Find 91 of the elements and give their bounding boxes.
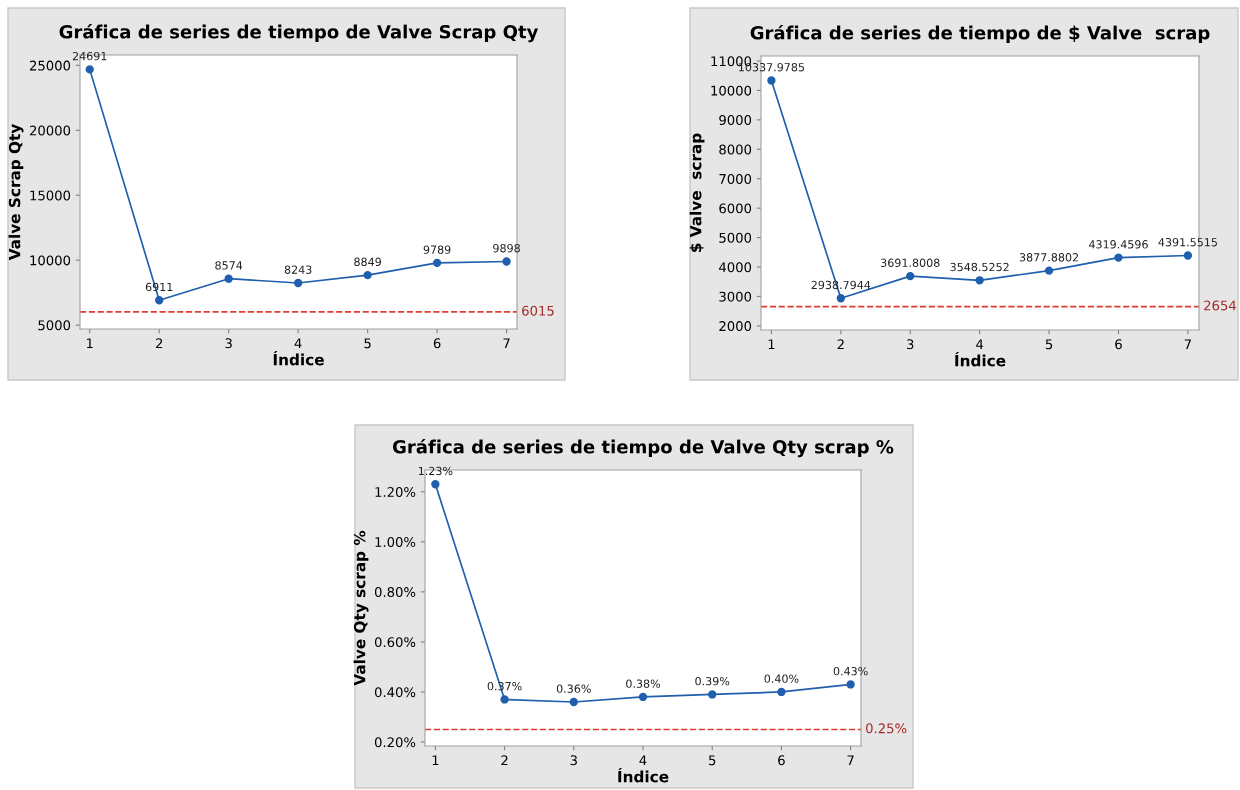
point	[708, 690, 717, 699]
data-label: 0.39%	[695, 676, 730, 686]
y-tick-label: 5000	[38, 320, 71, 331]
data-label: 3877.8802	[1019, 253, 1078, 262]
y-tick-label: 0.20%	[374, 737, 416, 748]
point	[638, 692, 648, 702]
x-axis-title: Índice	[955, 352, 1006, 367]
x-tick-label: 2	[837, 339, 844, 350]
point	[224, 274, 233, 283]
data-label: 8574	[215, 261, 243, 270]
x-tick-label: 7	[503, 338, 510, 349]
x-tick-label: 2	[501, 755, 508, 766]
x-tick-label: 3	[907, 339, 914, 350]
point	[569, 697, 578, 707]
x-tick-label: 1	[432, 755, 439, 766]
y-tick-label: 0.80%	[374, 587, 416, 598]
y-tick-label: 4000	[719, 262, 752, 273]
data-label: 4319.4596	[1088, 240, 1148, 249]
data-label: 8849	[354, 257, 381, 267]
point	[500, 695, 509, 704]
y-axis-title: Valve Qty scrap %	[353, 530, 369, 686]
point	[502, 257, 511, 266]
point	[293, 278, 303, 288]
y-tick-label: 6000	[719, 203, 752, 214]
point	[846, 680, 855, 689]
data-label: 3548.5252	[950, 262, 1009, 272]
chart-title: Gráfica de series de tiempo de $ Valve scrap	[750, 24, 1210, 44]
x-tick-label: 4	[639, 755, 647, 766]
x-tick-label: 7	[1184, 339, 1191, 350]
point	[1114, 253, 1123, 262]
y-tick-label: 1.00%	[375, 537, 416, 548]
x-tick-label: 1	[768, 339, 775, 350]
point	[767, 76, 776, 85]
chart-title: Gráfica de series de tiempo de Valve Scrap Qty	[59, 23, 539, 43]
y-tick-label: 25000	[29, 60, 71, 71]
x-tick-label: 1	[86, 338, 93, 349]
data-label: 9789	[423, 245, 451, 254]
data-label: 9898	[493, 244, 520, 253]
x-tick-label: 2	[155, 338, 163, 349]
point	[431, 480, 440, 489]
data-label: 0.38%	[626, 679, 661, 688]
ref-line-label: 0.25%	[866, 723, 907, 734]
data-label: 1.23%	[418, 466, 453, 476]
data-label: 8243	[284, 265, 312, 274]
y-tick-label: 2000	[719, 321, 752, 332]
ref-line-label: 6015	[522, 305, 554, 316]
x-tick-label: 5	[1045, 339, 1053, 350]
y-tick-label: 0.40%	[374, 687, 416, 698]
y-tick-label: 10000	[711, 85, 752, 96]
y-tick-label: 9000	[719, 115, 752, 126]
x-tick-label: 4	[976, 339, 984, 350]
y-tick-label: 8000	[719, 144, 752, 155]
point	[975, 276, 984, 285]
y-tick-label: 1.20%	[375, 486, 416, 497]
y-tick-label: 3000	[719, 291, 752, 302]
x-axis-title: Índice	[618, 768, 669, 783]
data-label: 24691	[72, 51, 107, 61]
x-tick-label: 3	[570, 755, 577, 766]
y-tick-label: 0.60%	[374, 637, 416, 648]
x-tick-label: 6	[1115, 339, 1122, 350]
x-tick-label: 3	[225, 338, 232, 349]
y-axis-title: $ Valve scrap	[689, 133, 705, 252]
y-tick-label: 7000	[719, 173, 752, 184]
x-tick-label: 4	[294, 338, 302, 349]
data-label: 3691.8008	[881, 258, 940, 267]
x-tick-label: 5	[364, 338, 371, 349]
point	[1044, 266, 1054, 275]
point	[155, 296, 164, 305]
data-label: 4391.5515	[1158, 237, 1217, 247]
x-tick-label: 5	[709, 755, 716, 766]
x-tick-label: 6	[433, 338, 441, 349]
point	[1183, 251, 1193, 260]
x-tick-label: 7	[847, 755, 854, 766]
y-axis-title: Valve Scrap Qty	[8, 123, 24, 261]
point	[836, 294, 845, 303]
x-axis-title: Índice	[273, 351, 324, 366]
y-tick-label: 5000	[719, 232, 752, 243]
point	[85, 65, 94, 74]
y-tick-label: 20000	[29, 125, 71, 136]
y-tick-label: 10000	[30, 255, 71, 266]
data-label: 0.43%	[833, 666, 868, 676]
data-label: 0.40%	[764, 674, 799, 683]
point	[363, 270, 372, 280]
point	[777, 687, 786, 697]
chart-title: Gráfica de series de tiempo de Valve Qty scrap %	[392, 438, 894, 458]
y-tick-label: 15000	[30, 190, 71, 201]
data-label: 0.36%	[556, 684, 591, 693]
point	[906, 271, 915, 281]
x-tick-label: 6	[778, 755, 785, 766]
point	[432, 258, 442, 268]
ref-line-label: 2654	[1204, 300, 1237, 311]
